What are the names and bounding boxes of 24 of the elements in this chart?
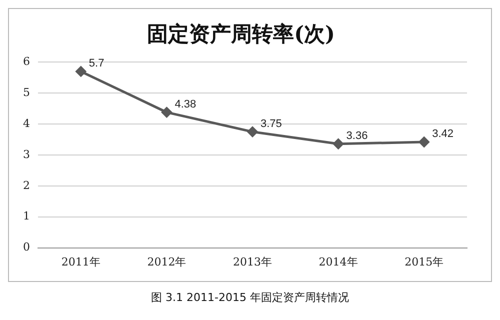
y-tick-label: 5 <box>23 86 30 99</box>
point <box>418 136 430 148</box>
y-tick-label: 1 <box>23 210 30 223</box>
y-tick-label: 4 <box>23 116 30 130</box>
y-tick-label: 2 <box>23 178 30 192</box>
y-tick-label: 6 <box>23 55 30 68</box>
x-tick-label: 2011年 <box>61 255 100 268</box>
data-label: 5.7 <box>88 58 104 70</box>
caption: 图 3.1 2011-2015 年固定资产周转情况 <box>150 290 350 305</box>
x-tick-label: 2012年 <box>147 255 186 268</box>
x-tick-label: 2013年 <box>233 255 272 268</box>
point <box>75 66 86 77</box>
y-tick-label: 0 <box>23 240 30 254</box>
x-tick-label: 2015年 <box>404 255 444 268</box>
y-tick-label: 3 <box>23 148 30 161</box>
data-label: 3.36 <box>346 130 368 142</box>
point <box>332 138 344 150</box>
point <box>161 106 172 118</box>
x-tick-label: 2014年 <box>318 255 358 268</box>
data-label: 3.75 <box>260 118 282 130</box>
data-label: 4.38 <box>174 98 196 110</box>
chart-title: 固定资产周转率(次) <box>147 21 335 46</box>
point <box>247 126 258 138</box>
data-label: 3.42 <box>432 128 454 140</box>
